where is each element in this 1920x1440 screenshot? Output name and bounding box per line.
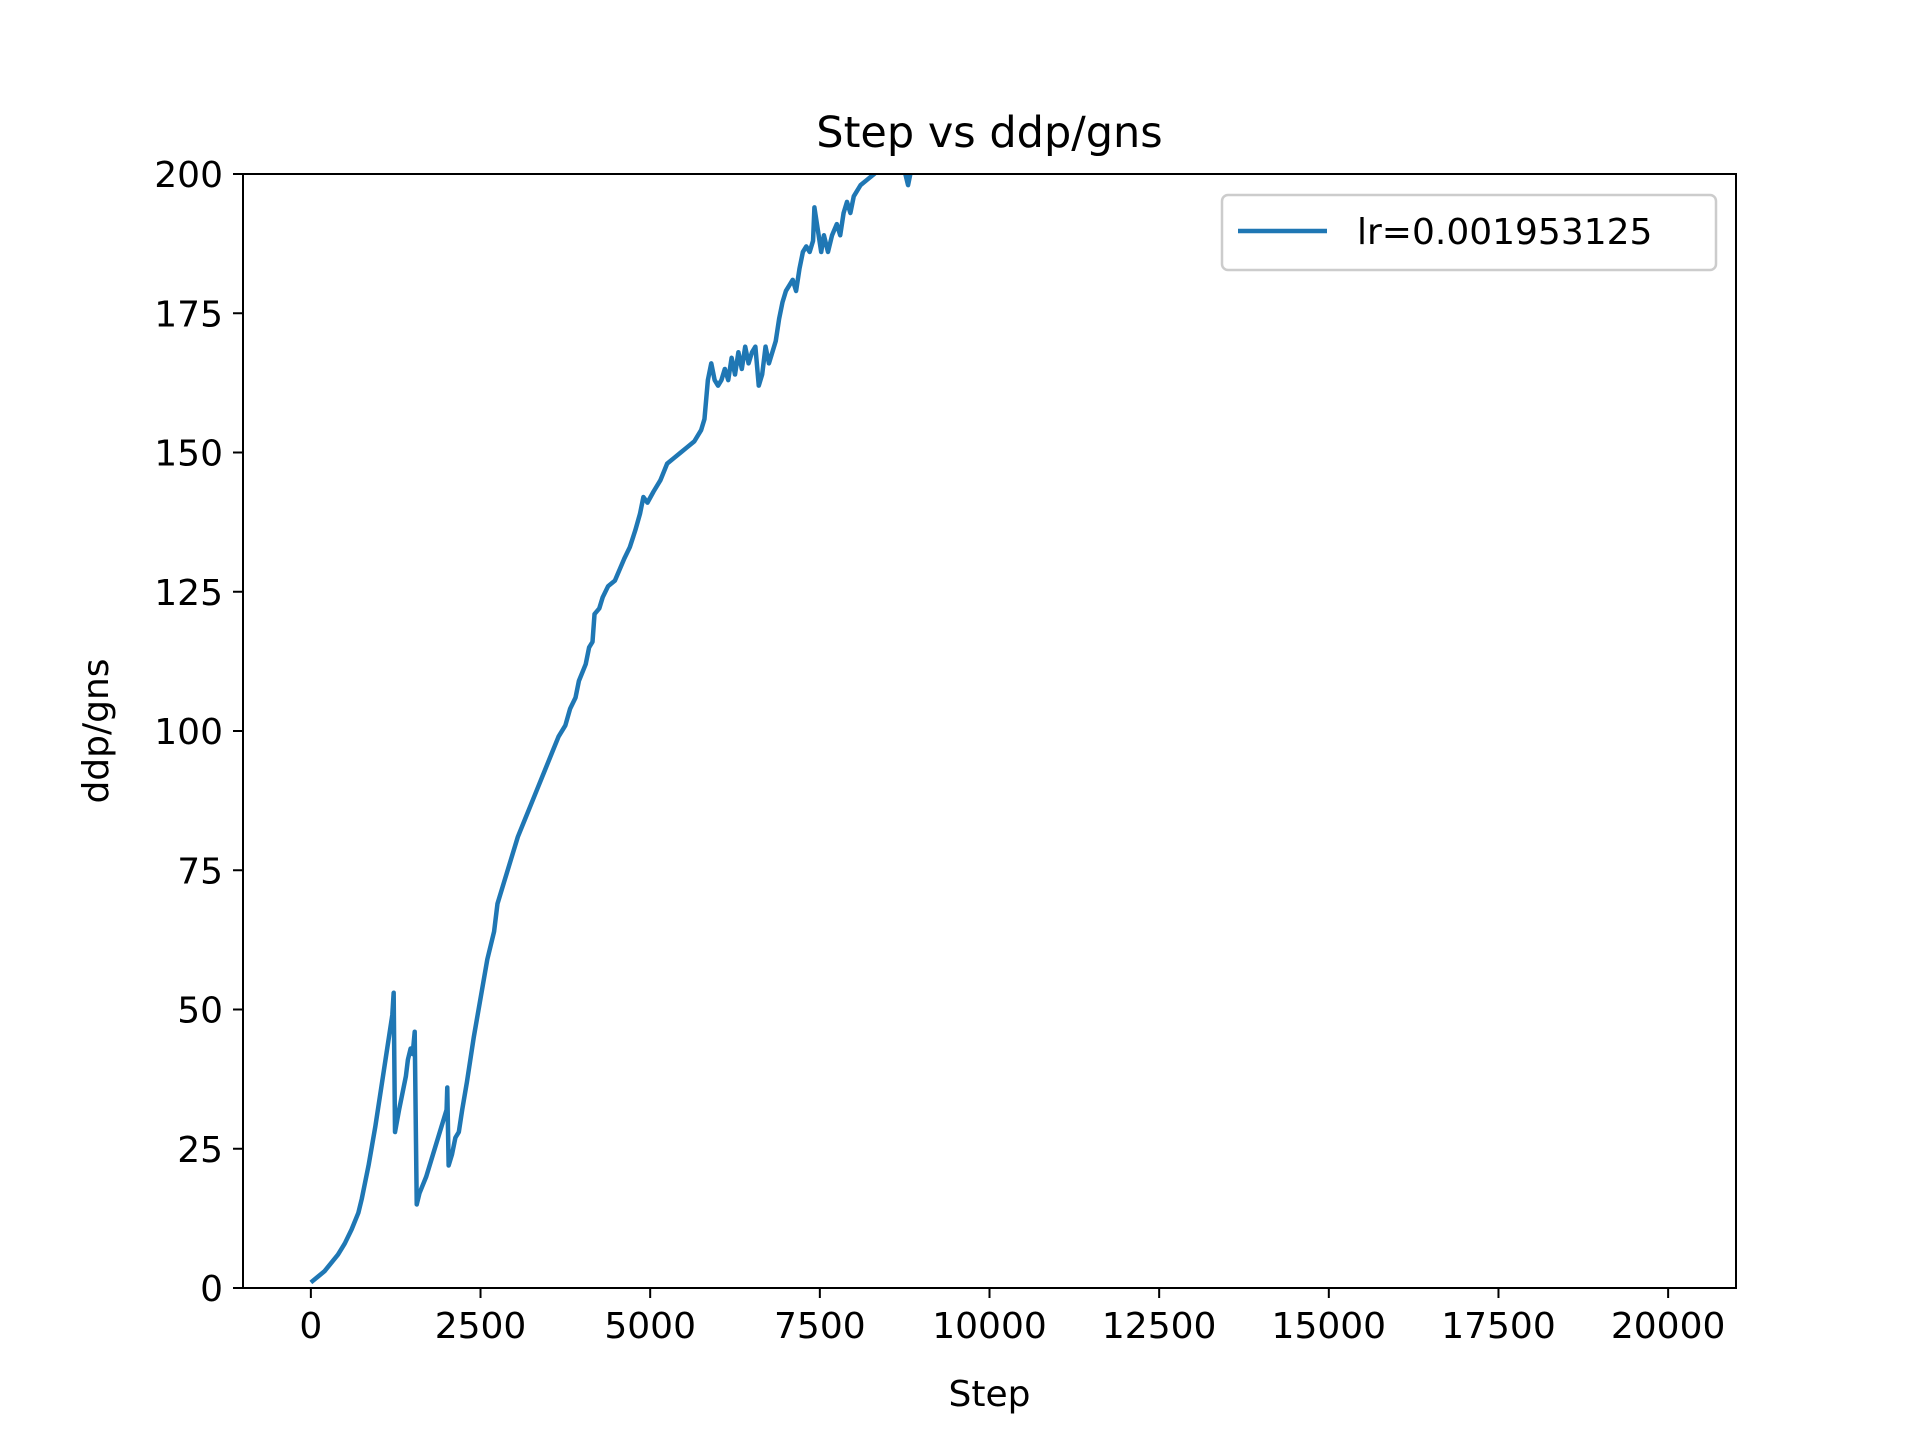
x-tick-label: 10000 xyxy=(932,1306,1047,1347)
y-tick-label: 100 xyxy=(154,712,223,753)
x-tick-label: 7500 xyxy=(774,1306,866,1347)
x-tick-label: 17500 xyxy=(1441,1306,1556,1347)
y-tick-label: 25 xyxy=(177,1130,223,1171)
x-axis-label: Step xyxy=(949,1374,1031,1415)
chart-title: Step vs ddp/gns xyxy=(816,108,1162,158)
y-tick-label: 175 xyxy=(154,294,223,335)
y-tick-label: 150 xyxy=(154,434,223,475)
x-tick-label: 15000 xyxy=(1272,1306,1387,1347)
series-line-0 xyxy=(309,174,913,1285)
axes: 0 2500 5000 7500 10000 12500 15000 17500 20000 0 2… xyxy=(154,155,1737,1347)
x-tick-label: 5000 xyxy=(604,1306,696,1347)
y-axis-label: ddp/gns xyxy=(76,658,117,803)
legend-box xyxy=(1220,193,1718,272)
x-tick-label: 12500 xyxy=(1102,1306,1217,1347)
legend: lr=0.001953125 xyxy=(1220,193,1718,272)
x-tick-label: 2500 xyxy=(435,1306,527,1347)
y-tick-label: 50 xyxy=(177,991,223,1032)
y-tick-label: 75 xyxy=(177,851,223,892)
legend-series-label: lr=0.001953125 xyxy=(1357,212,1652,253)
x-tick-label: 20000 xyxy=(1611,1306,1726,1347)
x-tick-label: 0 xyxy=(299,1306,322,1347)
plot-area xyxy=(309,174,913,1285)
y-tick-label: 0 xyxy=(200,1269,223,1310)
y-tick-label: 125 xyxy=(154,573,223,614)
y-tick-label: 200 xyxy=(154,155,223,196)
